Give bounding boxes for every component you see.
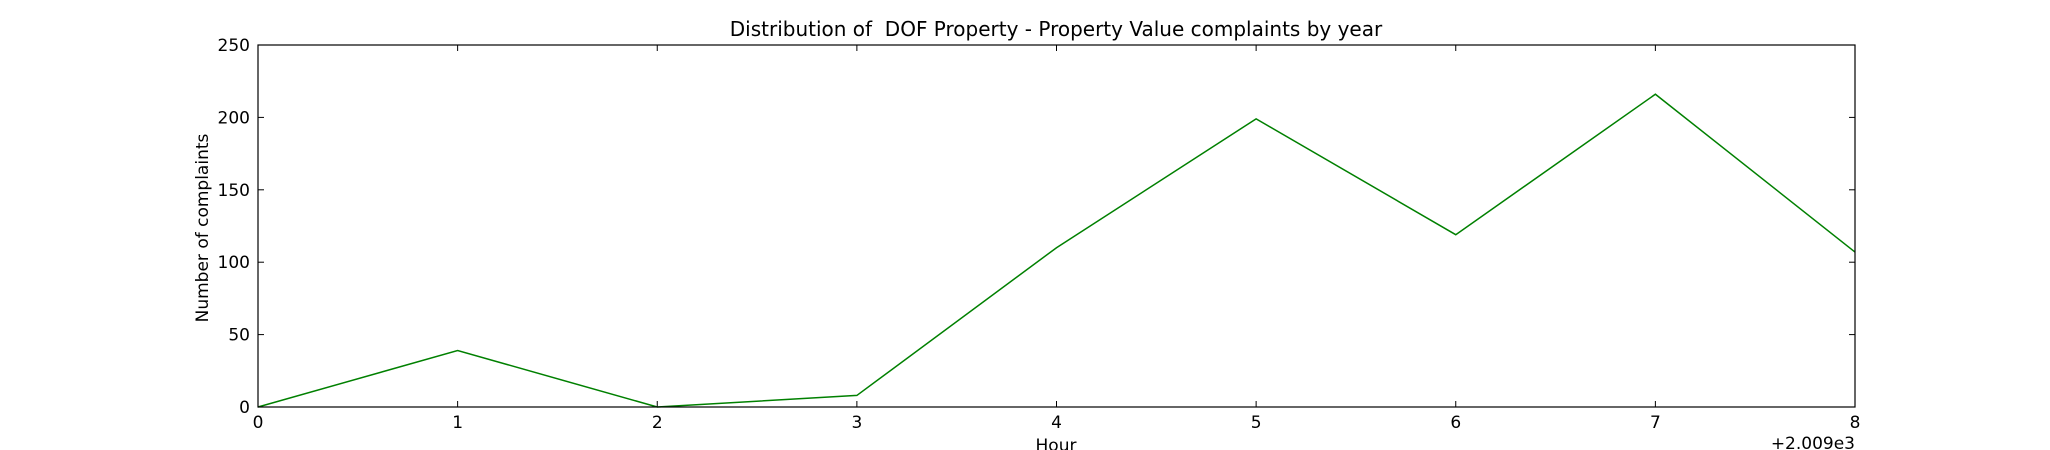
y-tick-label: 0 — [239, 398, 250, 418]
x-tick-label: 8 — [1850, 413, 1861, 433]
x-tick-label: 1 — [452, 413, 463, 433]
plot-frame — [257, 44, 1856, 408]
y-tick-label: 250 — [218, 36, 250, 56]
data-point — [856, 395, 858, 397]
data-point — [1255, 118, 1257, 120]
y-tick-label: 100 — [218, 253, 250, 273]
chart-title: Distribution of DOF Property - Property … — [730, 17, 1383, 41]
x-axis-label: Hour — [1036, 436, 1077, 450]
x-tick-label: 5 — [1251, 413, 1262, 433]
data-point — [1655, 93, 1657, 95]
x-tick-label: 4 — [1051, 413, 1062, 433]
x-tick-label: 0 — [253, 413, 264, 433]
series-line — [257, 93, 1856, 408]
data-point — [1056, 247, 1058, 249]
x-tick-label: 3 — [851, 413, 862, 433]
y-tick-label: 150 — [218, 181, 250, 201]
x-tick-label: 2 — [652, 413, 663, 433]
y-tick-label: 200 — [218, 108, 250, 128]
x-tick-label: 7 — [1650, 413, 1661, 433]
y-tick-label: 50 — [228, 326, 250, 346]
x-axis-offset-label: +2.009e3 — [1771, 434, 1855, 450]
y-axis-label: Number of complaints — [193, 133, 213, 322]
x-tick-label: 6 — [1450, 413, 1461, 433]
data-point — [1455, 234, 1457, 236]
data-point — [457, 350, 459, 352]
